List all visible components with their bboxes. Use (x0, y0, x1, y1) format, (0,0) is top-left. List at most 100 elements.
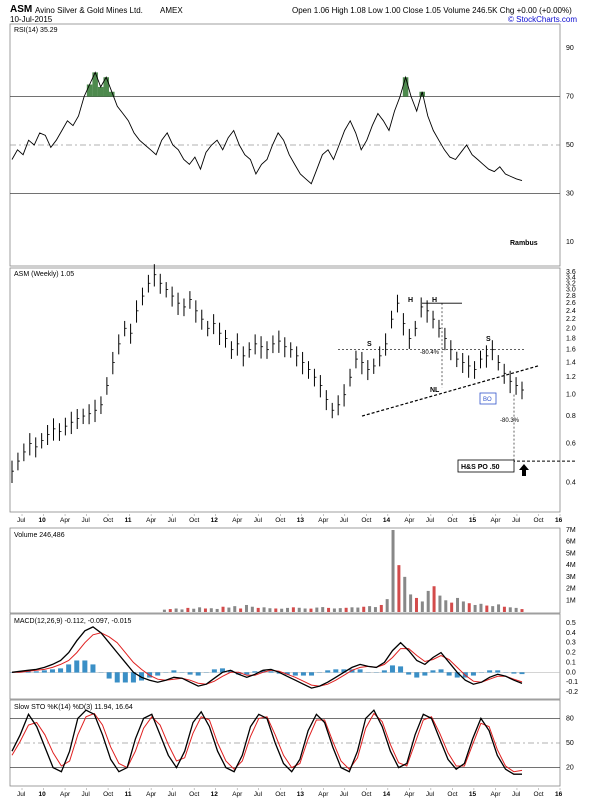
macd-tick-label: 0.1 (566, 659, 576, 666)
macd-histogram-bar (219, 668, 225, 673)
macd-histogram-bar (325, 670, 331, 673)
volume-bar (233, 606, 237, 612)
x-axis-label-top: Oct (533, 517, 543, 524)
macd-histogram-bar (252, 671, 258, 673)
x-axis-label-top: Apr (232, 517, 243, 524)
volume-legend: Volume 246,486 (14, 532, 65, 539)
volume-bar (180, 609, 184, 612)
macd-histogram-bar (25, 671, 31, 673)
macd-histogram-bar (333, 669, 339, 673)
macd-legend: MACD(12,26,9) -0.112, -0.097, -0.015 (14, 618, 131, 625)
macd-histogram-bar (49, 669, 55, 673)
volume-bar (350, 607, 354, 612)
macd-histogram-bar (171, 670, 177, 673)
macd-histogram-bar (349, 669, 355, 673)
volume-bar (373, 607, 377, 612)
x-axis-label-top: Oct (275, 517, 285, 524)
rsi-overbought-fill (97, 86, 104, 97)
x-axis-label-top: Jul (426, 517, 435, 524)
macd-tick-label: 0.0 (566, 669, 576, 676)
macd-histogram-bar (284, 672, 290, 675)
price-tick-label: 2.2 (566, 316, 576, 323)
breakout-box (479, 392, 497, 405)
rsi-overbought-fill (109, 91, 115, 97)
exchange-label: AMEX (160, 6, 183, 15)
volume-bar (327, 607, 331, 612)
volume-bar (315, 607, 319, 612)
arrow-up-icon (519, 464, 529, 476)
volume-tick-label: 2M (566, 586, 576, 593)
macd-histogram-bar (381, 670, 387, 673)
x-axis-label-bottom: Apr (232, 791, 243, 798)
label-pct-pattern: -80.4% (420, 350, 440, 356)
x-axis-label-bottom: Oct (275, 791, 285, 798)
volume-bar (309, 608, 313, 612)
macd-histogram-bar (406, 672, 412, 675)
rsi-overbought-fill (419, 91, 425, 97)
x-axis-label-top: Jul (254, 517, 263, 524)
macd-histogram-bar (130, 672, 136, 683)
volume-bar (291, 607, 295, 612)
x-axis-label-bottom: Oct (533, 791, 543, 798)
macd-histogram-bar (292, 672, 298, 676)
brand-label: © StockCharts.com (508, 15, 578, 24)
sto-k-line (11, 709, 522, 775)
x-axis-label-bottom: Jul (512, 791, 521, 798)
label-price-objective: H&S PO .50 (461, 464, 500, 471)
volume-bar (192, 608, 196, 612)
macd-line (11, 626, 523, 689)
sto-tick-label: 20 (566, 765, 574, 772)
volume-bar (368, 606, 372, 612)
macd-histogram-bar (66, 664, 72, 673)
x-axis-label-bottom: 15 (469, 791, 477, 798)
macd-histogram-bar (244, 672, 250, 675)
macd-histogram-bar (268, 671, 274, 673)
macd-histogram-bar (114, 672, 120, 683)
x-axis-label-bottom: Oct (189, 791, 199, 798)
volume-bar (473, 604, 477, 612)
macd-histogram-bar (155, 672, 161, 676)
volume-bar (508, 607, 512, 612)
price-panel (9, 267, 561, 513)
macd-histogram-bar (82, 660, 88, 673)
volume-bar (239, 608, 243, 612)
rsi-tick-label: 50 (566, 142, 574, 149)
quote-line: Open 1.06 High 1.08 Low 1.00 Close 1.05 … (292, 6, 572, 15)
sto-tick-label: 50 (566, 740, 574, 747)
macd-histogram-bar (41, 670, 47, 673)
x-axis-label-bottom: 11 (125, 791, 132, 798)
volume-bar (385, 599, 389, 612)
macd-histogram-bar (33, 671, 39, 673)
price-tick-label: 3.0 (566, 286, 576, 293)
volume-tick-label: 4M (566, 562, 576, 569)
sto-series (11, 709, 523, 775)
volume-bar (397, 565, 401, 612)
volume-tick-label: 1M (566, 597, 576, 604)
rsi-overbought-fill (402, 77, 409, 97)
macd-histogram-bar (438, 669, 444, 673)
price-tick-label: 3.4 (566, 274, 576, 281)
price-series (11, 264, 524, 483)
label-left-shoulder: S (367, 341, 372, 348)
volume-bar (168, 609, 172, 612)
volume-bar (268, 608, 272, 612)
rsi-line (11, 71, 523, 185)
x-axis-label-top: Apr (318, 517, 329, 524)
x-axis-label-bottom: Apr (318, 791, 329, 798)
volume-bar (520, 609, 524, 612)
volume-bar (450, 602, 454, 612)
volume-bar (344, 607, 348, 612)
macd-histogram-bar (236, 672, 242, 675)
rsi-series (11, 71, 523, 185)
x-axis-label-bottom: Jul (254, 791, 263, 798)
x-axis-label-top: 10 (39, 517, 47, 524)
volume-bar (250, 606, 254, 612)
x-axis-label-top: Jul (512, 517, 521, 524)
rambus-label: Rambus (510, 240, 538, 247)
x-axis-label-top: Apr (404, 517, 415, 524)
x-axis-label-top: Oct (189, 517, 199, 524)
x-axis-label-bottom: Jul (168, 791, 177, 798)
volume-bar (456, 597, 460, 612)
x-axis-label-bottom: Oct (447, 791, 457, 798)
macd-histogram-bar (422, 672, 428, 676)
